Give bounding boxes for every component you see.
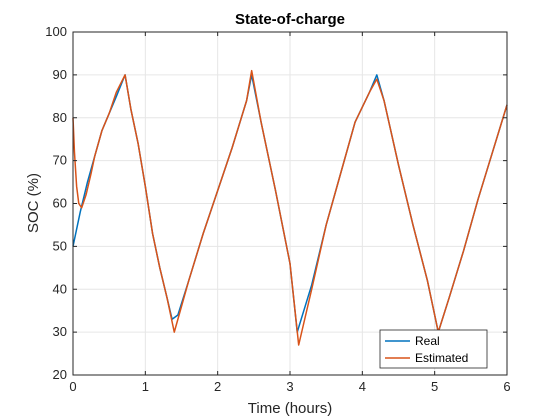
y-tick-label: 70	[53, 153, 67, 168]
y-tick-label: 90	[53, 67, 67, 82]
legend-label-real: Real	[415, 334, 440, 348]
y-tick-label: 20	[53, 367, 67, 382]
x-axis-label: Time (hours)	[248, 400, 332, 417]
y-tick-label: 50	[53, 238, 67, 253]
series-line-estimated	[72, 69, 508, 346]
y-tick-label: 40	[53, 281, 67, 296]
y-tick-label: 80	[53, 110, 67, 125]
y-axis-label: SOC (%)	[25, 173, 42, 233]
x-tick-label: 0	[69, 379, 76, 394]
x-tick-label: 3	[286, 379, 293, 394]
x-tick-label: 6	[503, 379, 510, 394]
y-tick-label: 60	[53, 196, 67, 211]
chart-title: State-of-charge	[235, 11, 345, 28]
ticks: 0 1 2 3 4 5 6 20 30 40 50 60 70 80 90 100	[45, 24, 510, 394]
legend-box	[379, 329, 488, 369]
legend-label-estimated: Estimated	[415, 351, 468, 365]
y-tick-label: 100	[45, 24, 67, 39]
series-lines	[72, 69, 508, 346]
y-tick-label: 30	[53, 324, 67, 339]
x-tick-label: 2	[214, 379, 221, 394]
x-tick-label: 1	[142, 379, 149, 394]
x-tick-label: 5	[431, 379, 438, 394]
legend: Real Estimated	[379, 329, 488, 369]
x-tick-label: 4	[359, 379, 366, 394]
